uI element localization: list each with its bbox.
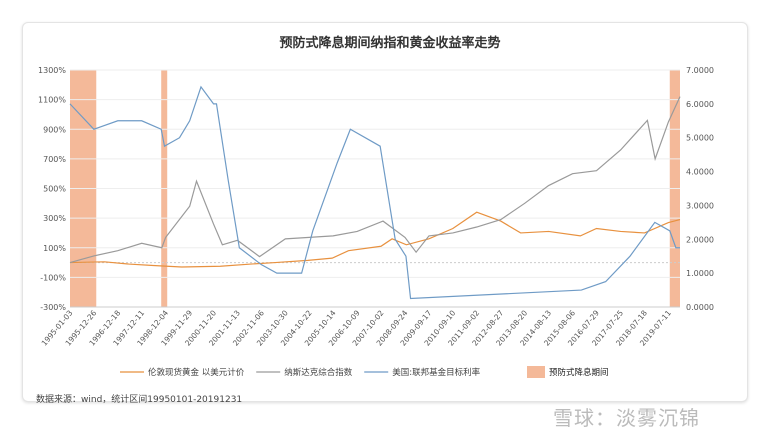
y-left-tick-label: 900%: [43, 125, 66, 134]
legend-label: 预防式降息期间: [549, 367, 609, 378]
y-right-tick-label: 1.0000: [686, 269, 714, 278]
y-left-tick-label: 1300%: [38, 66, 66, 75]
y-left-tick-label: 300%: [43, 214, 66, 223]
legend-swatch: [527, 366, 545, 378]
legend-label: 伦敦现货黄金 以美元计价: [148, 367, 245, 378]
y-right-tick-label: 6.0000: [686, 100, 714, 109]
y-right-tick-label: 4.0000: [686, 168, 714, 177]
y-right-tick-label: 5.0000: [686, 134, 714, 143]
y-right-tick-label: 3.0000: [686, 201, 714, 210]
data-source-note: 数据来源：wind，统计区间19950101-20191231: [36, 395, 243, 405]
legend-label: 纳斯达克综合指数: [284, 367, 353, 378]
chart-card: [22, 22, 748, 402]
chart-title: 预防式降息期间纳指和黄金收益率走势: [279, 35, 500, 51]
y-left-tick-label: -100%: [40, 273, 66, 282]
watermark: 雪球：淡雾沉锦: [553, 406, 700, 430]
y-right-tick-label: 7.0000: [686, 66, 714, 75]
legend-label: 美国:联邦基金目标利率: [392, 367, 480, 378]
y-left-tick-label: 1100%: [38, 96, 66, 105]
y-right-tick-label: 2.0000: [686, 235, 714, 244]
y-left-tick-label: -300%: [40, 303, 66, 312]
series-line: [69, 211, 681, 268]
y-left-tick-label: 700%: [43, 155, 66, 164]
y-left-tick-label: 500%: [43, 185, 66, 194]
series-line: [69, 85, 680, 300]
y-left-tick-label: 100%: [43, 244, 66, 253]
series-line: [69, 96, 681, 264]
y-right-tick-label: 0.0000: [686, 303, 714, 312]
